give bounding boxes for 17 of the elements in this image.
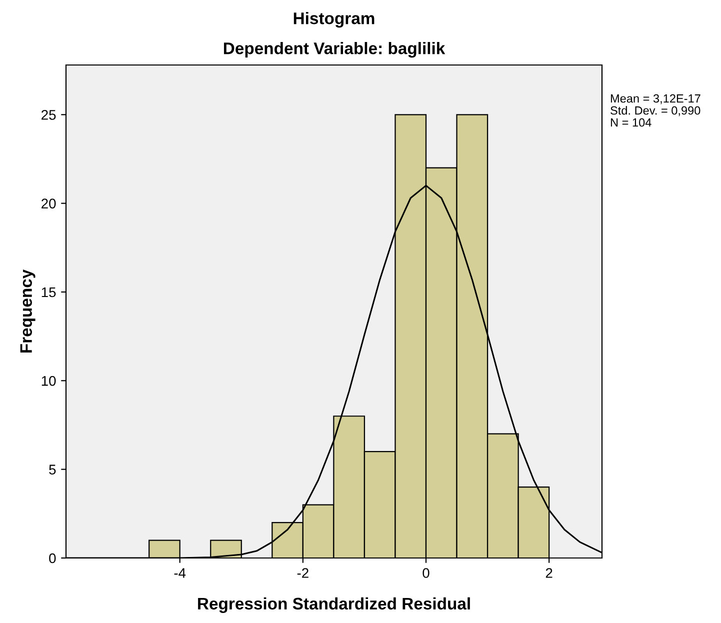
y-tick-label: 25: [42, 110, 56, 120]
text: Std. Dev. = 0,990: [610, 106, 700, 116]
y-tick-label: 10: [42, 376, 56, 386]
y-tick-label: 5: [49, 464, 56, 474]
chart-title: Histogram: [294, 12, 374, 28]
y-axis-title: Frequency: [20, 269, 36, 353]
text: N = 104: [610, 118, 652, 127]
x-tick-label: 2: [546, 568, 552, 578]
x-axis-title: Regression Standardized Residual: [198, 597, 470, 613]
y-tick-label: 20: [42, 198, 56, 208]
x-tick-label: -2: [297, 568, 308, 578]
x-tick-label: 0: [422, 568, 430, 578]
text: Mean = 3,12E-17: [610, 94, 700, 104]
y-tick-label: 15: [42, 287, 56, 298]
y-tick-label: 0: [49, 553, 56, 564]
chart-subtitle: Dependent Variable: baglilik: [224, 42, 446, 58]
x-tick-label: -4: [174, 568, 186, 578]
